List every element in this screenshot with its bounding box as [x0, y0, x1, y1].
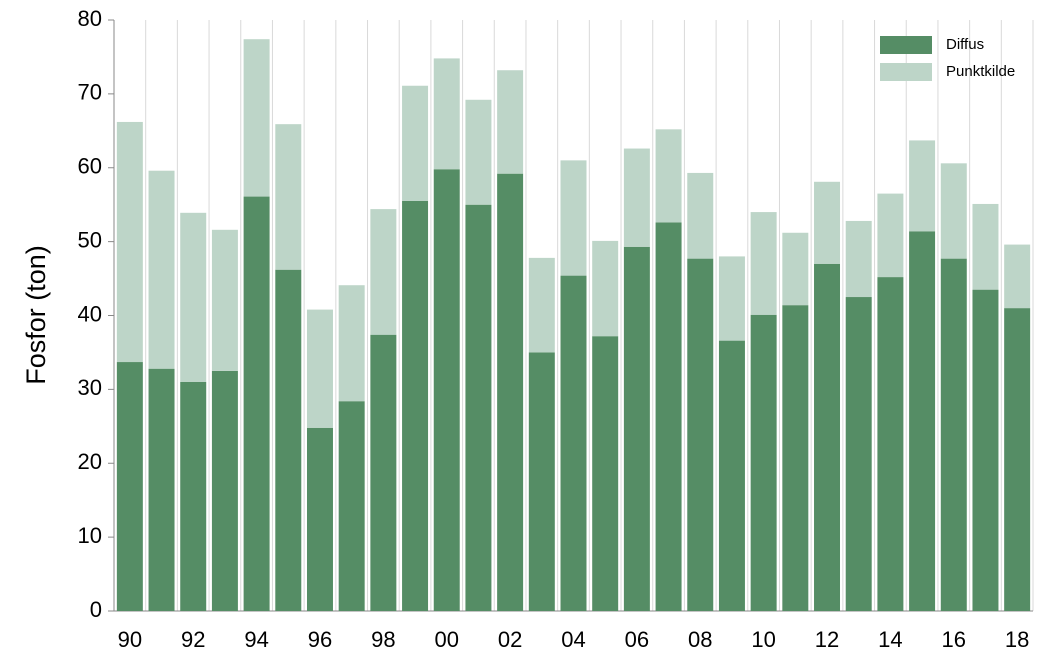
bar-segment: [370, 209, 397, 335]
y-tick-label: 50: [78, 227, 102, 252]
x-tick-label: 18: [1005, 627, 1029, 652]
bar-segment: [180, 381, 207, 611]
bar-segment: [528, 257, 555, 353]
bar-segment: [718, 340, 745, 611]
bar-segment: [782, 305, 809, 611]
x-tick-label: 14: [878, 627, 902, 652]
x-tick-label: 08: [688, 627, 712, 652]
bar-segment: [116, 121, 143, 363]
x-tick-label: 02: [498, 627, 522, 652]
bar-segment: [211, 370, 238, 611]
bar-segment: [338, 285, 365, 402]
y-tick-label: 10: [78, 523, 102, 548]
bar-segment: [909, 231, 936, 611]
y-tick-label: 40: [78, 301, 102, 326]
bar-segment: [782, 232, 809, 306]
bar-segment: [275, 269, 302, 611]
bar-segment: [465, 99, 492, 205]
bar-segment: [814, 263, 841, 611]
x-tick-label: 04: [561, 627, 585, 652]
x-tick-label: 90: [118, 627, 142, 652]
bar-segment: [497, 173, 524, 611]
bar-segment: [306, 427, 333, 611]
bar-segment: [402, 85, 429, 201]
bar-segment: [243, 39, 270, 197]
bar-segment: [148, 368, 175, 611]
bar-segment: [433, 58, 460, 170]
bar-segment: [402, 200, 429, 611]
y-tick-label: 70: [78, 80, 102, 105]
bar-segment: [592, 336, 619, 611]
x-tick-label: 16: [942, 627, 966, 652]
bar-segment: [592, 240, 619, 337]
bar-segment: [528, 352, 555, 611]
bar-segment: [909, 140, 936, 232]
y-tick-label: 20: [78, 449, 102, 474]
x-tick-label: 92: [181, 627, 205, 652]
legend-swatch: [880, 36, 932, 54]
bar-segment: [845, 220, 872, 298]
bar-segment: [655, 129, 682, 223]
bar-segment: [655, 222, 682, 612]
bar-segment: [845, 297, 872, 611]
x-tick-label: 96: [308, 627, 332, 652]
bar-segment: [180, 212, 207, 382]
bar-segment: [814, 181, 841, 264]
bar-segment: [211, 229, 238, 371]
bar-segment: [433, 169, 460, 612]
bar-segment: [370, 334, 397, 611]
bar-segment: [750, 212, 777, 315]
bar-segment: [1004, 244, 1031, 309]
bar-segment: [338, 401, 365, 611]
bar-segment: [750, 314, 777, 611]
x-tick-label: 98: [371, 627, 395, 652]
legend-label: Punktkilde: [946, 63, 1015, 80]
bar-segment: [560, 275, 587, 611]
bar-segment: [940, 163, 967, 259]
bar-segment: [687, 172, 714, 259]
bar-segment: [623, 148, 650, 247]
x-tick-label: 10: [751, 627, 775, 652]
legend-label: Diffus: [946, 36, 984, 53]
bar-segment: [306, 309, 333, 428]
bar-segment: [972, 289, 999, 611]
bar-segment: [877, 277, 904, 611]
x-tick-label: 94: [244, 627, 268, 652]
bar-segment: [243, 196, 270, 611]
bar-segment: [116, 362, 143, 611]
x-tick-label: 06: [625, 627, 649, 652]
bar-segment: [497, 70, 524, 174]
x-tick-label: 00: [434, 627, 458, 652]
y-tick-label: 80: [78, 6, 102, 31]
bar-segment: [972, 203, 999, 290]
y-tick-label: 30: [78, 375, 102, 400]
y-tick-label: 60: [78, 154, 102, 179]
bar-segment: [687, 258, 714, 611]
bar-segment: [623, 246, 650, 611]
y-axis-label: Fosfor (ton): [21, 245, 51, 385]
x-tick-label: 12: [815, 627, 839, 652]
bar-segment: [940, 258, 967, 611]
legend-swatch: [880, 63, 932, 81]
bar-segment: [877, 193, 904, 278]
bar-segment: [718, 256, 745, 341]
bar-segment: [275, 124, 302, 270]
y-tick-label: 0: [90, 597, 102, 622]
bar-segment: [560, 160, 587, 276]
bar-segment: [148, 170, 175, 369]
bar-segment: [465, 204, 492, 611]
bar-segment: [1004, 308, 1031, 611]
